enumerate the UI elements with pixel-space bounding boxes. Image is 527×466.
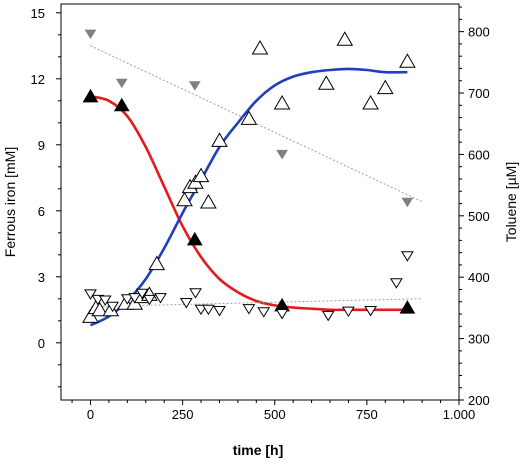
toluene-open-marker <box>321 310 335 322</box>
data-markers <box>82 29 416 323</box>
ferrous-iron-open-marker <box>91 301 109 317</box>
fit-curve <box>90 95 408 312</box>
y-right-axis-title: Toluene [µM] <box>503 162 519 242</box>
y-right-tick-label: 700 <box>468 86 490 101</box>
toluene-open-marker <box>275 309 289 320</box>
y-left-axis-title: Ferrous iron [mM] <box>2 147 18 257</box>
trend-line <box>90 298 423 308</box>
toluene-open-marker <box>242 304 256 315</box>
x-axis-title: time [h] <box>233 442 284 458</box>
ferrous-iron-open-marker <box>251 39 269 55</box>
toluene-filled-marker <box>401 197 414 208</box>
toluene-open-marker <box>390 278 403 289</box>
toluene-open-marker <box>401 251 414 262</box>
x-axis: 0 250 500 750 1.000 <box>71 400 476 422</box>
x-tick-label: 0 <box>87 407 94 422</box>
ferrous-iron-open-marker <box>336 31 354 46</box>
ferrous-iron-filled-marker <box>186 231 203 246</box>
y-left-tick-label: 3 <box>38 270 45 285</box>
y-right-tick-label: 200 <box>468 393 490 408</box>
toluene-open-marker <box>213 306 226 317</box>
toluene-open-marker <box>98 295 112 306</box>
ferrous-iron-open-marker <box>399 53 416 68</box>
ferrous-iron-open-marker <box>148 255 166 271</box>
toluene-filled-marker <box>276 149 289 160</box>
y-right-tick-label: 600 <box>468 147 490 162</box>
toluene-filled-marker <box>188 81 201 91</box>
toluene-open-marker <box>364 306 377 317</box>
ferrous-iron-filled-marker <box>399 300 416 314</box>
ferrous-iron-open-marker <box>273 94 291 110</box>
y-left-tick-label: 0 <box>38 336 45 351</box>
toluene-open-marker <box>342 306 355 318</box>
x-tick-label: 500 <box>264 407 286 422</box>
toluene-open-marker <box>128 293 142 304</box>
plot-frame <box>60 3 460 401</box>
y-right-tick-label: 300 <box>468 332 490 347</box>
y-right-axis: 200 300 400 500 600 700 800 <box>459 6 490 408</box>
y-left-tick-label: 6 <box>38 204 45 219</box>
x-tick-label: 250 <box>172 407 194 422</box>
y-left-axis: 0 3 6 9 12 15 <box>31 6 61 388</box>
toluene-open-marker <box>189 288 202 299</box>
x-tick-label: 1.000 <box>443 407 476 422</box>
ferrous-iron-open-marker <box>176 191 193 207</box>
ferrous-iron-open-marker <box>102 301 120 317</box>
ferrous-iron-open-marker <box>362 94 379 110</box>
toluene-open-marker <box>84 289 97 300</box>
toluene-open-marker <box>135 288 149 300</box>
toluene-open-marker <box>179 298 193 309</box>
toluene-open-marker <box>106 301 119 313</box>
toluene-open-marker <box>120 294 134 305</box>
ferrous-iron-open-marker <box>211 132 228 147</box>
ferrous-iron-open-marker <box>317 75 335 90</box>
fit-lines <box>89 45 423 327</box>
ferrous-iron-open-marker <box>192 167 210 183</box>
toluene-open-marker <box>202 304 215 316</box>
ferrous-iron-open-marker <box>200 193 217 209</box>
toluene-filled-marker <box>115 78 128 89</box>
y-right-tick-label: 500 <box>468 209 490 224</box>
toluene-open-marker <box>143 294 156 306</box>
toluene-filled-marker <box>84 29 97 40</box>
trend-line <box>90 45 423 203</box>
y-right-tick-label: 800 <box>468 25 490 40</box>
y-left-tick-label: 12 <box>31 72 45 87</box>
toluene-open-marker <box>257 307 271 318</box>
ferrous-iron-open-marker <box>240 110 258 125</box>
y-left-tick-label: 15 <box>31 6 45 21</box>
fit-curve <box>89 67 408 327</box>
y-right-tick-label: 400 <box>468 270 490 285</box>
toluene-open-marker <box>154 293 167 304</box>
y-left-tick-label: 9 <box>38 138 45 153</box>
ferrous-iron-filled-marker <box>113 97 130 112</box>
ferrous-iron-filled-marker <box>82 88 99 103</box>
x-tick-label: 750 <box>356 407 378 422</box>
ferrous-iron-open-marker <box>376 79 394 95</box>
